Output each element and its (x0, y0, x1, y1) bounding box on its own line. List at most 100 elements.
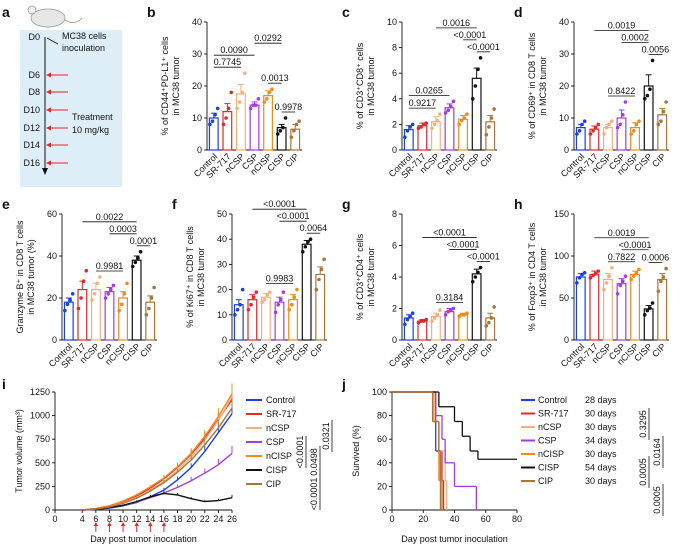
data-point (144, 313, 149, 317)
data-point (267, 90, 272, 95)
data-point (265, 292, 270, 297)
data-point (254, 103, 258, 107)
y-axis-label: % of CD69⁺ in CD8 T cells (527, 32, 537, 139)
panel-letter: a (2, 4, 10, 20)
panel-letter: f (172, 196, 177, 212)
panel-letter: b (147, 4, 156, 20)
data-point (84, 268, 89, 273)
y-tick-label: 4 (392, 272, 397, 282)
data-point (607, 274, 612, 278)
data-point (604, 125, 609, 130)
day-label: D16 (23, 158, 40, 168)
y-tick-label: 60 (377, 434, 387, 444)
p-value: 0.3184 (436, 293, 464, 303)
data-point (637, 267, 641, 272)
data-point (459, 313, 464, 317)
x-tick-label: 20 (186, 514, 196, 524)
data-point (580, 122, 584, 127)
p-value: 0.0022 (96, 212, 124, 222)
data-point (629, 132, 633, 136)
data-point (478, 265, 483, 270)
data-point (634, 271, 639, 275)
data-point (621, 113, 625, 117)
data-point (240, 90, 245, 95)
data-point (457, 122, 461, 127)
data-point (588, 132, 593, 136)
data-point (492, 305, 496, 309)
legend-label: CIP (266, 479, 281, 489)
data-point (408, 314, 412, 319)
data-point (451, 306, 456, 311)
p-value: 0.9217 (409, 98, 437, 108)
bar (131, 259, 142, 341)
data-point (251, 103, 255, 107)
panel-letter: g (342, 196, 351, 212)
y-tick-label: 2 (392, 304, 397, 314)
y-axis-label: Survived (%) (351, 425, 361, 477)
y-tick-label: 6 (392, 68, 397, 78)
data-point (593, 271, 598, 276)
data-point (580, 272, 584, 277)
x-tick-label: CIP (650, 341, 668, 359)
data-point (476, 67, 480, 72)
bar (290, 128, 301, 151)
y-tick-label: 0 (382, 505, 387, 515)
data-point (405, 129, 410, 133)
x-tick-label: CIP (308, 341, 326, 359)
data-point (462, 116, 467, 120)
x-tick-label: CIP (283, 151, 301, 169)
inoculation-pointer (46, 37, 59, 45)
data-point (300, 250, 305, 254)
data-point (76, 306, 81, 311)
panel-letter: j (341, 376, 346, 392)
x-tick-label: 0 (389, 514, 394, 524)
data-point (484, 324, 489, 328)
bar (430, 121, 441, 151)
data-point (240, 287, 245, 292)
data-point (446, 309, 451, 314)
data-point (95, 281, 100, 286)
y-tick-label: 2 (392, 119, 397, 129)
data-point (254, 290, 259, 294)
treatment-dose: 10 mg/kg (72, 125, 109, 135)
legend-median: 28 days (585, 395, 617, 405)
data-point (235, 106, 239, 111)
data-point (661, 275, 666, 279)
y-tick-label: 0 (45, 505, 50, 515)
y-tick-label: 30 (192, 49, 202, 59)
treatment-arrowhead (46, 89, 51, 95)
data-point (117, 308, 121, 313)
data-point (405, 317, 410, 322)
x-tick-label: 60 (481, 514, 491, 524)
p-value: 0.0006 (642, 253, 670, 263)
bar (616, 283, 627, 341)
y-tick-label: 30 (217, 259, 227, 269)
x-tick-label: CIP (138, 341, 156, 359)
p-value: 0.0090 (220, 45, 248, 55)
data-point (283, 116, 288, 120)
y-tick-label: 50 (217, 209, 227, 219)
data-point (243, 71, 247, 75)
p-value: 0.0265 (415, 85, 443, 95)
y-tick-label: 10 (387, 17, 397, 27)
x-axis-label: Day post tumor inoculation (90, 534, 197, 544)
data-point (133, 260, 138, 265)
data-point (221, 122, 226, 127)
x-tick-label: 80 (512, 514, 522, 524)
data-point (430, 319, 434, 323)
bar (630, 273, 641, 341)
bar (301, 243, 312, 341)
data-point (610, 119, 614, 123)
y-axis-label: in MC38 tumor (%) (26, 239, 36, 315)
data-point (306, 239, 310, 244)
data-point (403, 322, 407, 327)
data-point (438, 308, 442, 312)
data-point (238, 302, 242, 307)
panel-letter: e (2, 196, 10, 212)
y-tick-label: 20 (47, 293, 57, 303)
treatment-arrowhead (107, 522, 112, 526)
p-value: <0.0001 (619, 240, 652, 250)
data-point (449, 104, 453, 109)
legend-label: nCISP (538, 449, 564, 459)
data-point (645, 93, 650, 98)
